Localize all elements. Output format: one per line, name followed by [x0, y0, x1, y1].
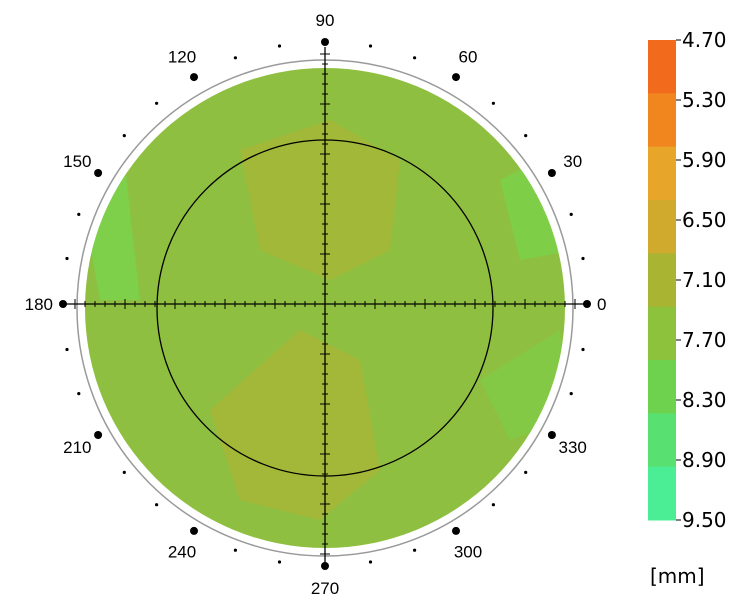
minor-angle-dot: [569, 392, 573, 396]
color-scale-label: 5.30: [682, 88, 727, 112]
angle-label-90: 90: [316, 11, 335, 30]
minor-angle-dot: [413, 56, 417, 60]
color-scale-segment: [648, 413, 676, 468]
angle-label-240: 240: [168, 543, 196, 562]
color-scale-segment: [648, 253, 676, 308]
minor-angle-dot: [77, 392, 81, 396]
minor-angle-dot: [491, 503, 495, 507]
minor-angle-dot: [368, 44, 373, 48]
major-angle-dot: [321, 562, 329, 570]
minor-angle-dot: [233, 548, 237, 552]
major-angle-dot: [547, 431, 556, 439]
minor-angle-dot: [155, 101, 159, 105]
angle-label-210: 210: [63, 438, 91, 457]
axis-ticks: [74, 53, 576, 555]
color-scale-label: 9.50: [682, 508, 727, 532]
major-angle-dot: [452, 526, 460, 535]
major-angle-dot: [94, 431, 103, 439]
minor-angle-dot: [277, 560, 282, 564]
minor-angle-dot: [491, 101, 495, 105]
angle-label-120: 120: [168, 47, 196, 66]
color-scale-label: 7.10: [682, 268, 727, 292]
minor-angle-dot: [524, 134, 528, 138]
minor-angle-dot: [233, 56, 237, 60]
minor-angle-dot: [368, 560, 373, 564]
thickness-map-disc: [85, 68, 565, 548]
minor-angle-dot: [65, 347, 69, 352]
minor-angle-dot: [122, 134, 126, 138]
minor-angle-dot: [65, 256, 69, 261]
color-scale-label: 4.70: [682, 28, 727, 52]
color-scale-bar: [648, 40, 676, 521]
color-scale-label: 8.90: [682, 448, 727, 472]
major-angle-dot: [94, 169, 103, 177]
major-angle-dot: [190, 526, 198, 535]
color-scale-segment: [648, 93, 676, 148]
color-scale-segment: [648, 200, 676, 254]
angle-label-330: 330: [559, 438, 587, 457]
angle-label-180: 180: [25, 295, 53, 314]
color-scale-label: 8.30: [682, 388, 727, 412]
minor-angle-dot: [581, 347, 585, 352]
color-scale-label: 6.50: [682, 208, 727, 232]
color-scale-segment: [648, 360, 676, 414]
color-scale-segment: [648, 40, 676, 94]
angle-dots: [59, 38, 591, 570]
color-scale-labels: 4.70 5.30 5.90 6.50 7.10 7.70 8.30 8.90 9.50: [676, 28, 727, 532]
minor-angle-dot: [277, 44, 282, 48]
minor-angle-dot: [581, 256, 585, 261]
color-scale-label: 7.70: [682, 328, 727, 352]
major-angle-dot: [59, 300, 67, 308]
major-angle-dot: [452, 73, 460, 82]
map-zone-upper: [240, 120, 400, 280]
color-scale-segment: [648, 466, 676, 521]
angle-label-150: 150: [63, 152, 91, 171]
minor-angle-dot: [413, 548, 417, 552]
minor-angle-dot: [155, 503, 159, 507]
major-angle-dot: [583, 300, 591, 308]
major-angle-dot: [321, 38, 329, 46]
angle-label-270: 270: [311, 579, 339, 598]
map-zone-lower: [210, 330, 380, 520]
angle-label-60: 60: [459, 47, 478, 66]
angle-label-30: 30: [563, 152, 582, 171]
color-scale-segment: [648, 146, 676, 201]
angle-labels: 0 30 60 90 120 150 180 210 240 270 300 330: [25, 11, 607, 598]
unit-label: [mm]: [650, 564, 705, 588]
minor-angle-dot: [122, 470, 126, 474]
color-scale-label: 5.90: [682, 148, 727, 172]
minor-angle-dot: [569, 212, 573, 216]
minor-angle-dot: [77, 212, 81, 216]
color-scale-segment: [648, 306, 676, 361]
angle-label-300: 300: [454, 543, 482, 562]
minor-angle-dot: [524, 470, 528, 474]
angle-label-0: 0: [597, 295, 606, 314]
major-angle-dot: [190, 73, 198, 82]
major-angle-dot: [547, 169, 556, 177]
